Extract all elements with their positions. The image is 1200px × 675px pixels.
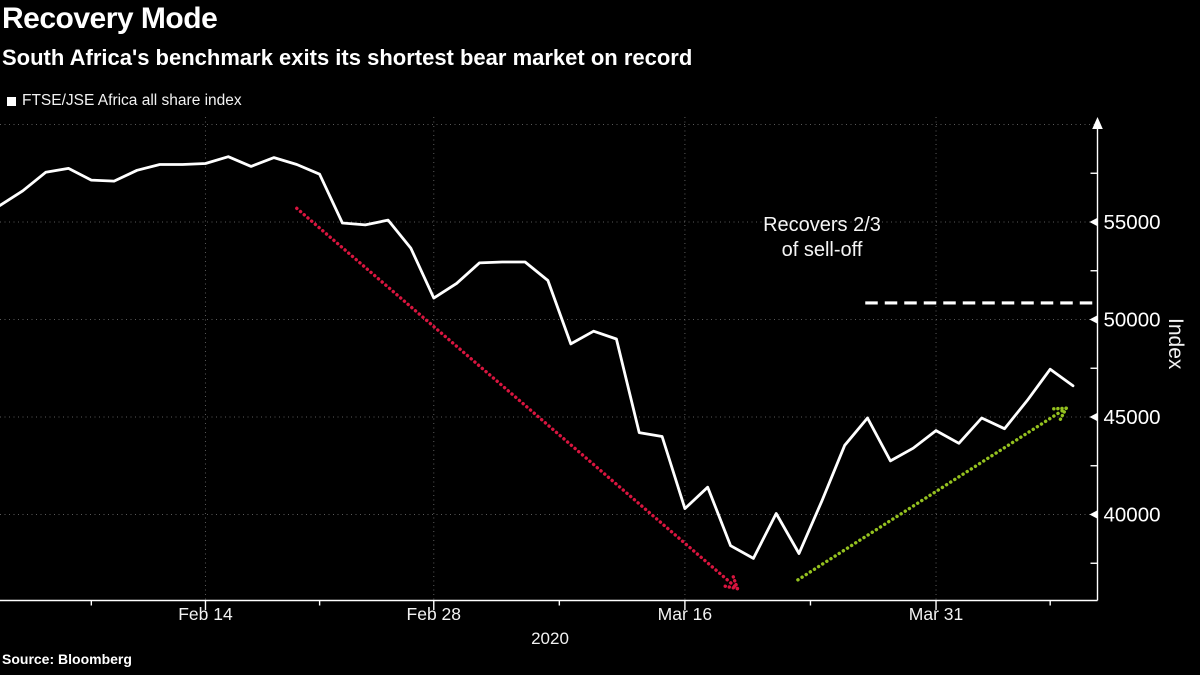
recovery-annotation-line2: of sell-off [781, 239, 863, 261]
selloff-trend-arrow [295, 206, 740, 591]
source-credit: Source: Bloomberg [2, 651, 132, 667]
y-tick-label: 45000 [1104, 406, 1161, 429]
y-tick-marker [1089, 315, 1098, 324]
price-line [0, 155, 1075, 560]
rebound-trend-arrow-head [1050, 406, 1068, 411]
y-tick-marker [1089, 217, 1098, 227]
recovery-annotation: Recovers 2/3 of sell-off [712, 213, 932, 263]
y-tick-marker [1089, 412, 1098, 422]
chart-title: Recovery Mode [2, 2, 218, 35]
chart-subtitle: South Africa's benchmark exits its short… [2, 45, 693, 70]
x-tick-label: Feb 28 [407, 604, 461, 624]
y-axis-title: Index [1164, 318, 1187, 370]
rebound-trend-arrow-head [1057, 406, 1068, 423]
selloff-trend-arrow-head [721, 584, 740, 591]
y-tick-marker [1089, 510, 1098, 519]
x-tick-label: Feb 14 [178, 604, 233, 624]
recovery-annotation-line1: Recovers 2/3 [763, 214, 881, 236]
x-tick-label: Mar 31 [909, 604, 963, 624]
legend-swatch-icon [7, 96, 16, 106]
y-tick-label: 40000 [1104, 504, 1161, 527]
rebound-trend-arrow [796, 406, 1068, 582]
legend: FTSE/JSE Africa all share index [7, 92, 242, 110]
y-axis-arrow-icon [1092, 117, 1103, 129]
legend-label: FTSE/JSE Africa all share index [22, 92, 242, 109]
y-tick-label: 50000 [1104, 309, 1161, 332]
x-axis-year-label: 2020 [531, 629, 569, 648]
x-tick-label: Mar 16 [658, 604, 712, 624]
selloff-trend-arrow-head [731, 573, 740, 591]
y-tick-label: 55000 [1104, 211, 1161, 234]
